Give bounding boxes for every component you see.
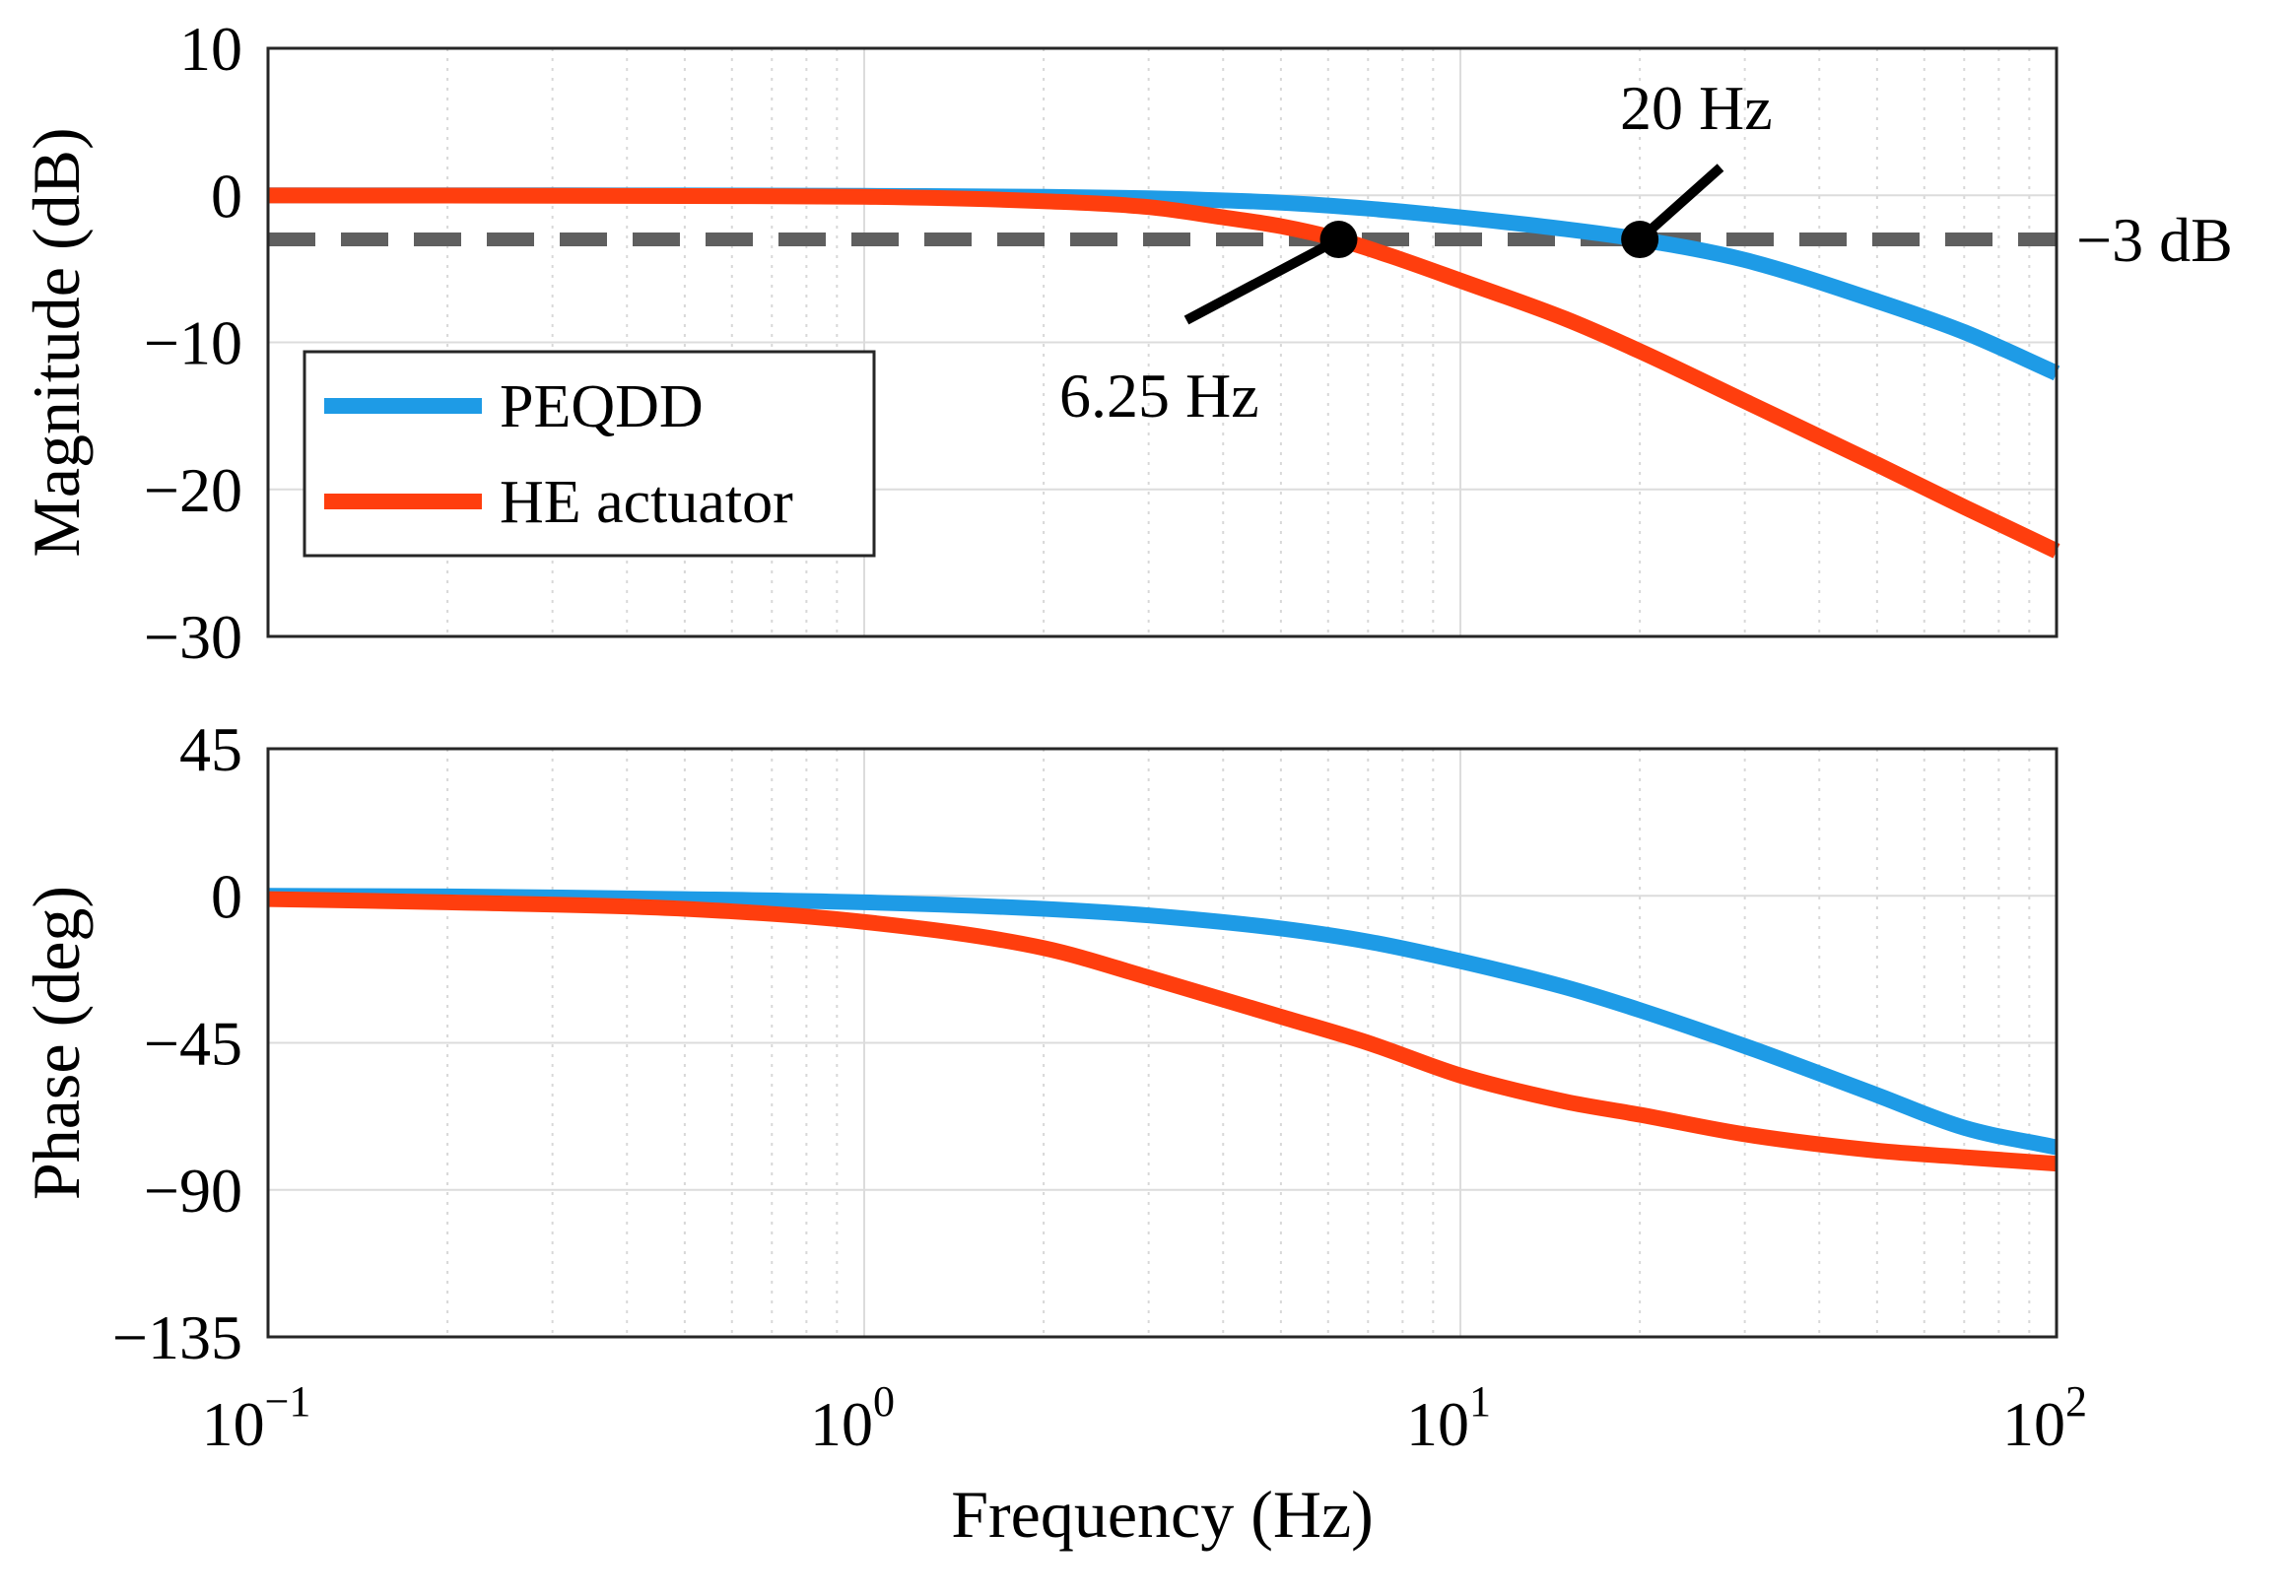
phase-ytick-label: −45	[144, 1009, 242, 1079]
annotation-leader-6-25-hz	[1183, 234, 1341, 325]
phase-axes-frame	[266, 747, 2059, 1339]
magnitude-ytick-label: 0	[211, 161, 242, 231]
phase-ylabel: Phase (deg)	[19, 886, 94, 1200]
legend-label-he-actuator: HE actuator	[500, 469, 793, 536]
phase-ytick-label: −90	[144, 1156, 242, 1226]
annotation-marker-20-hz	[1621, 221, 1659, 259]
magnitude-ytick-label: 10	[179, 14, 242, 84]
annotation-label-6-25-hz: 6.25 Hz	[1059, 361, 1259, 431]
phase-xlabel: Frequency (Hz)	[951, 1477, 1374, 1552]
magnitude-ytick-label: −30	[144, 602, 242, 672]
annotation-marker-6-25-hz	[1319, 221, 1358, 259]
phase-series-he-actuator	[267, 891, 2058, 1172]
phase-xtick-label: 102	[2002, 1377, 2087, 1459]
magnitude-ytick-label: −20	[144, 455, 242, 525]
magnitude-ylabel: Magnitude (dB)	[19, 127, 94, 557]
phase-xtick-label: 100	[810, 1377, 895, 1459]
legend-label-peqdd: PEQDD	[500, 373, 704, 440]
magnitude-ytick-label: −10	[144, 308, 242, 378]
phase-xtick-label: 101	[1406, 1377, 1491, 1459]
magnitude-axes-frame	[266, 46, 2059, 638]
phase-series-peqdd	[267, 888, 2059, 1156]
phase-xtick-label: 10−1	[202, 1377, 311, 1459]
minus-3db-label: −3 dB	[2076, 205, 2233, 275]
annotation-label-20-hz: 20 Hz	[1620, 73, 1773, 143]
magnitude-series-peqdd	[267, 187, 2060, 381]
phase-ytick-label: −135	[112, 1302, 242, 1372]
legend-box	[303, 350, 876, 558]
phase-ytick-label: 45	[179, 714, 242, 784]
phase-ytick-label: 0	[211, 861, 242, 931]
magnitude-series-he-actuator	[267, 187, 2060, 559]
